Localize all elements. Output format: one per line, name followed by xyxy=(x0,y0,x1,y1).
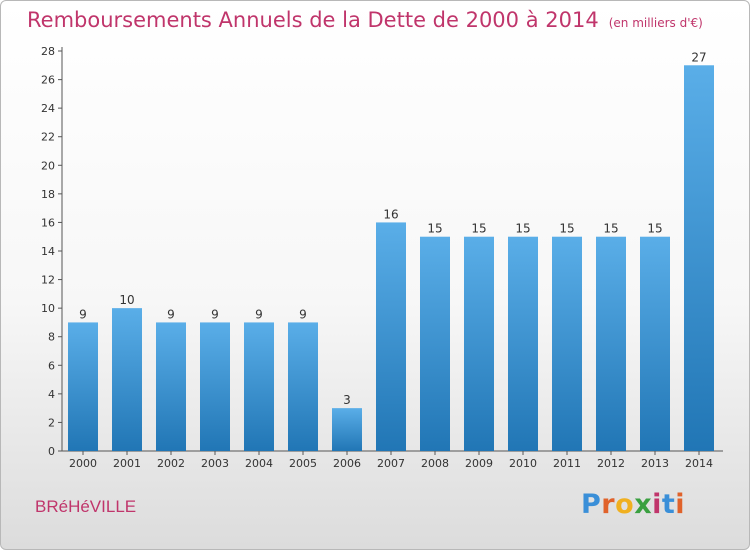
x-tick-label: 2011 xyxy=(553,457,581,470)
y-tick-label: 12 xyxy=(41,274,55,287)
y-tick-label: 20 xyxy=(41,159,55,172)
data-label: 9 xyxy=(167,307,175,321)
data-label: 10 xyxy=(119,293,134,307)
logo-letter: i xyxy=(652,489,662,520)
x-tick-label: 2007 xyxy=(377,457,405,470)
x-tick-label: 2001 xyxy=(113,457,141,470)
x-tick-label: 2002 xyxy=(157,457,185,470)
data-label: 3 xyxy=(343,393,351,407)
x-tick-label: 2010 xyxy=(509,457,537,470)
bar-2006 xyxy=(332,408,362,451)
data-label: 27 xyxy=(691,50,706,64)
data-label: 15 xyxy=(647,222,662,236)
data-label: 9 xyxy=(79,307,87,321)
x-tick-label: 2008 xyxy=(421,457,449,470)
data-label: 15 xyxy=(603,222,618,236)
y-tick-label: 14 xyxy=(41,245,55,258)
chart-unit: (en milliers d'€) xyxy=(608,16,703,30)
data-label: 15 xyxy=(427,222,442,236)
commune-name: BRéHéVILLE xyxy=(35,497,137,516)
y-tick-label: 10 xyxy=(41,302,55,315)
y-tick-label: 26 xyxy=(41,74,55,87)
logo-letter: t xyxy=(661,489,676,520)
bar-2001 xyxy=(112,308,142,451)
chart-title: Remboursements Annuels de la Dette de 20… xyxy=(27,8,703,32)
y-tick-label: 24 xyxy=(41,102,55,115)
bar-2012 xyxy=(596,236,626,451)
bar-2008 xyxy=(420,236,450,451)
logo-letter: r xyxy=(601,489,616,520)
y-tick-label: 28 xyxy=(41,45,55,58)
x-tick-label: 2014 xyxy=(685,457,713,470)
bar-2005 xyxy=(288,322,318,451)
y-tick-label: 0 xyxy=(48,445,55,458)
chart-labels: 2000 9 2001 10 2002 9 2003 9 2004 9 2005 9 2006 3 2007… xyxy=(69,50,713,470)
y-tick-label: 8 xyxy=(48,331,55,344)
x-tick-label: 2005 xyxy=(289,457,317,470)
bar-2003 xyxy=(200,322,230,451)
x-tick-label: 2013 xyxy=(641,457,669,470)
y-tick-label: 18 xyxy=(41,188,55,201)
x-tick-label: 2012 xyxy=(597,457,625,470)
data-label: 9 xyxy=(255,307,263,321)
chart-bars xyxy=(68,65,714,452)
y-tick-label: 2 xyxy=(48,416,55,429)
proxiti-logo: Proxiti xyxy=(581,489,685,520)
y-tick-label: 22 xyxy=(41,131,55,144)
logo-letter: i xyxy=(675,489,686,520)
x-tick-label: 2003 xyxy=(201,457,229,470)
data-label: 9 xyxy=(211,307,219,321)
x-tick-label: 2006 xyxy=(333,457,361,470)
data-label: 15 xyxy=(471,222,486,236)
data-label: 15 xyxy=(515,222,530,236)
logo-letter: x xyxy=(634,489,653,520)
logo-letter: o xyxy=(615,489,635,520)
y-tick-label: 16 xyxy=(41,216,55,229)
bar-2000 xyxy=(68,322,98,451)
y-tick-label: 4 xyxy=(48,388,55,401)
y-tick-label: 6 xyxy=(48,359,55,372)
bar-2013 xyxy=(640,236,670,451)
bar-2007 xyxy=(376,222,406,451)
logo-letter: P xyxy=(581,489,602,520)
x-tick-label: 2000 xyxy=(69,457,97,470)
data-label: 15 xyxy=(559,222,574,236)
bar-2010 xyxy=(508,236,538,451)
bar-2002 xyxy=(156,322,186,451)
x-tick-label: 2009 xyxy=(465,457,493,470)
bar-2011 xyxy=(552,236,582,451)
bar-2014 xyxy=(684,65,714,452)
bar-2004 xyxy=(244,322,274,451)
bar-2009 xyxy=(464,236,494,451)
x-tick-label: 2004 xyxy=(245,457,273,470)
data-label: 9 xyxy=(299,307,307,321)
chart-title-text: Remboursements Annuels de la Dette de 20… xyxy=(27,8,599,32)
data-label: 16 xyxy=(383,207,398,221)
